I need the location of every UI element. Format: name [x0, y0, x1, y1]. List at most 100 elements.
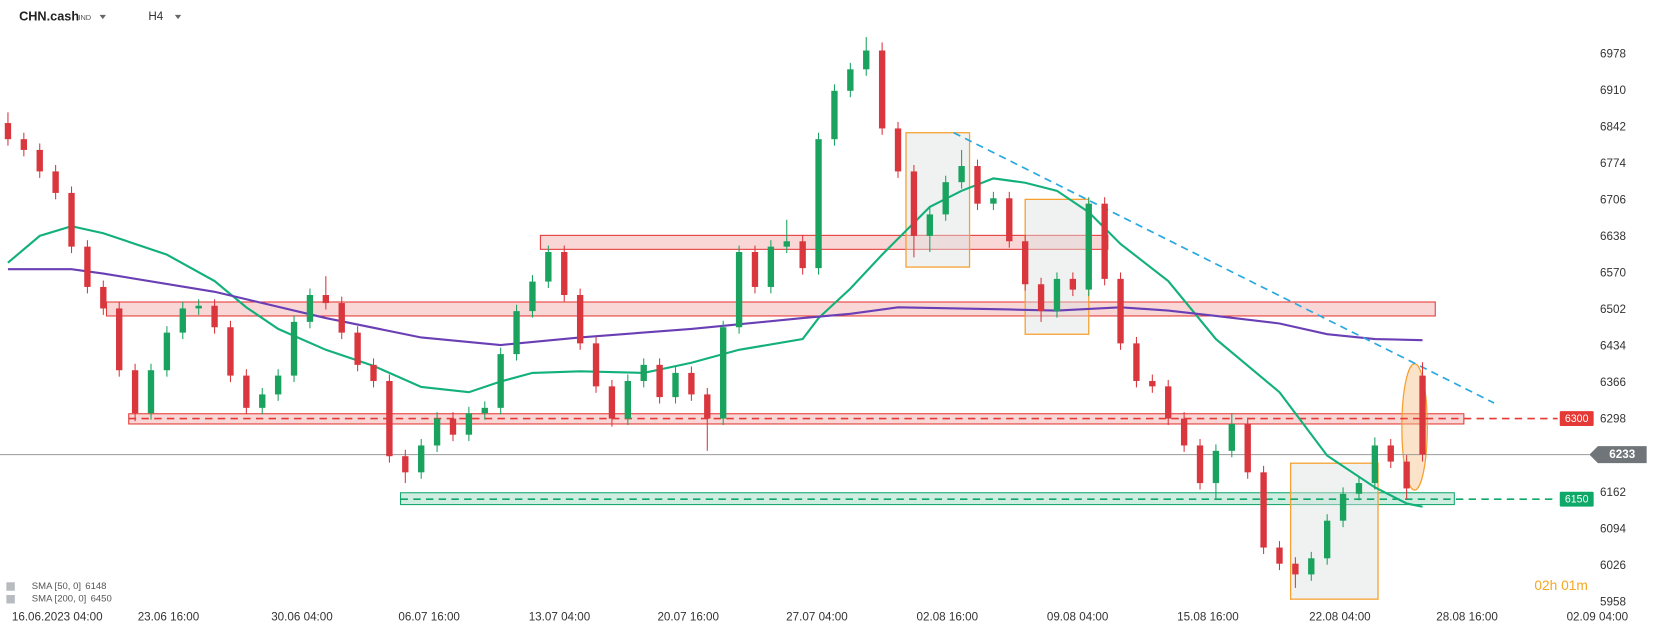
candle-body	[1037, 284, 1045, 312]
x-tick-label: 30.06 04:00	[271, 610, 333, 623]
candle-body	[1149, 380, 1156, 387]
candle-body	[131, 370, 139, 414]
candle-body	[68, 192, 75, 247]
indicator-line	[7, 268, 1423, 347]
candle-body	[1101, 203, 1108, 279]
candle-body	[958, 166, 965, 183]
candle-body	[1180, 418, 1188, 446]
candle-body	[1387, 445, 1394, 462]
y-tick-label: 6298	[1600, 413, 1626, 426]
last-price-badge	[1589, 446, 1647, 464]
timeframe[interactable]: H4	[148, 10, 163, 23]
candle-body	[720, 327, 727, 419]
level-badge	[1559, 491, 1594, 507]
timeframe-selector[interactable]: H4	[148, 10, 182, 23]
candle-body	[465, 413, 473, 435]
legend-icon	[6, 595, 15, 604]
candle-body	[497, 354, 504, 408]
y-tick-label: 6026	[1600, 559, 1626, 572]
candle-body	[433, 418, 441, 446]
candle-body	[815, 139, 822, 269]
candle-body	[243, 375, 250, 408]
candle-body	[370, 364, 377, 381]
legend-icon	[6, 582, 15, 591]
y-tick-label: 6774	[1600, 157, 1626, 170]
candle-body	[704, 394, 711, 419]
dropdown-arrow[interactable]	[99, 14, 106, 20]
candle-body	[1212, 450, 1220, 484]
candle-body	[926, 214, 933, 236]
candle-body	[1053, 278, 1061, 312]
candle-body	[1165, 386, 1172, 419]
y-tick-label: 6638	[1600, 230, 1626, 243]
plot-area: 6978 6910 6842 6774 6706 6638 6570 6502 6434 6366…	[0, 37, 1647, 623]
candle-body	[1323, 520, 1331, 559]
legend-value: 6148	[85, 581, 106, 592]
candle-body	[735, 252, 743, 328]
candle-body	[640, 364, 647, 381]
candle-body	[1260, 472, 1267, 548]
x-tick-label: 23.06 16:00	[138, 610, 200, 623]
level-label: 6150	[1565, 494, 1589, 506]
candle-body	[767, 246, 775, 287]
x-tick-label: 13.07 04:00	[529, 610, 591, 623]
symbol-selector[interactable]: CHN.cash IND	[19, 8, 106, 23]
candle-body	[481, 407, 488, 414]
candle-body	[974, 166, 981, 204]
candle-body	[576, 295, 584, 344]
symbol[interactable]: CHN.cash	[19, 8, 79, 23]
candle-body	[402, 456, 409, 473]
candle-body	[672, 372, 679, 398]
bar-countdown: 02h 01m	[1534, 578, 1588, 593]
x-tick-label: 15.08 16:00	[1177, 610, 1239, 623]
candle-body	[449, 418, 457, 435]
legend-value: 6450	[91, 594, 112, 605]
y-tick-label: 6434	[1600, 340, 1626, 353]
candle-body	[1244, 423, 1251, 473]
candle-body	[418, 445, 425, 473]
candle-body	[1021, 241, 1029, 285]
candle-body	[863, 50, 870, 70]
candle-body	[1085, 203, 1092, 290]
candle-body	[1403, 461, 1410, 489]
highlight-box	[1289, 462, 1379, 600]
level-label: 6300	[1565, 413, 1589, 425]
candle-body	[1276, 547, 1283, 564]
candle-body	[847, 69, 854, 91]
legend-name: SMA [200, 0]	[32, 594, 87, 605]
candle-body	[688, 372, 695, 395]
y-tick-label: 6978	[1600, 47, 1626, 60]
candle-body	[195, 305, 202, 309]
candle-body	[100, 286, 107, 309]
dropdown-arrow[interactable]	[174, 14, 182, 20]
x-tick-label: 09.08 04:00	[1047, 610, 1109, 623]
candle-body	[656, 364, 663, 398]
candle-body	[227, 327, 234, 376]
candle-body	[306, 295, 314, 322]
candle-body	[1419, 375, 1426, 455]
x-tick-label: 28.08 16:00	[1436, 610, 1498, 623]
x-tick-label: 20.07 16:00	[657, 610, 719, 623]
candle-body	[20, 139, 28, 150]
candle-body	[259, 394, 266, 408]
candle-body	[338, 303, 345, 333]
x-tick-label: 27.07 04:00	[786, 610, 848, 623]
candle-body	[513, 311, 520, 355]
x-tick-label: 02.08 16:00	[917, 610, 979, 623]
last-price-label: 6233	[1609, 448, 1635, 461]
candle-body	[910, 171, 918, 236]
x-tick-label: 06.07 16:00	[398, 610, 460, 623]
candle-body	[529, 281, 536, 312]
candle-body	[1133, 343, 1140, 381]
candle-body	[545, 252, 552, 282]
candle-body	[624, 380, 632, 419]
candle-body	[322, 295, 330, 304]
price-zone	[105, 301, 1436, 317]
candle-body	[878, 50, 886, 129]
symbol-badge: IND	[78, 13, 91, 22]
candle-body	[608, 386, 616, 419]
candle-body	[211, 305, 218, 328]
x-tick-label: 22.08 04:00	[1309, 610, 1371, 623]
candle-body	[894, 128, 902, 172]
